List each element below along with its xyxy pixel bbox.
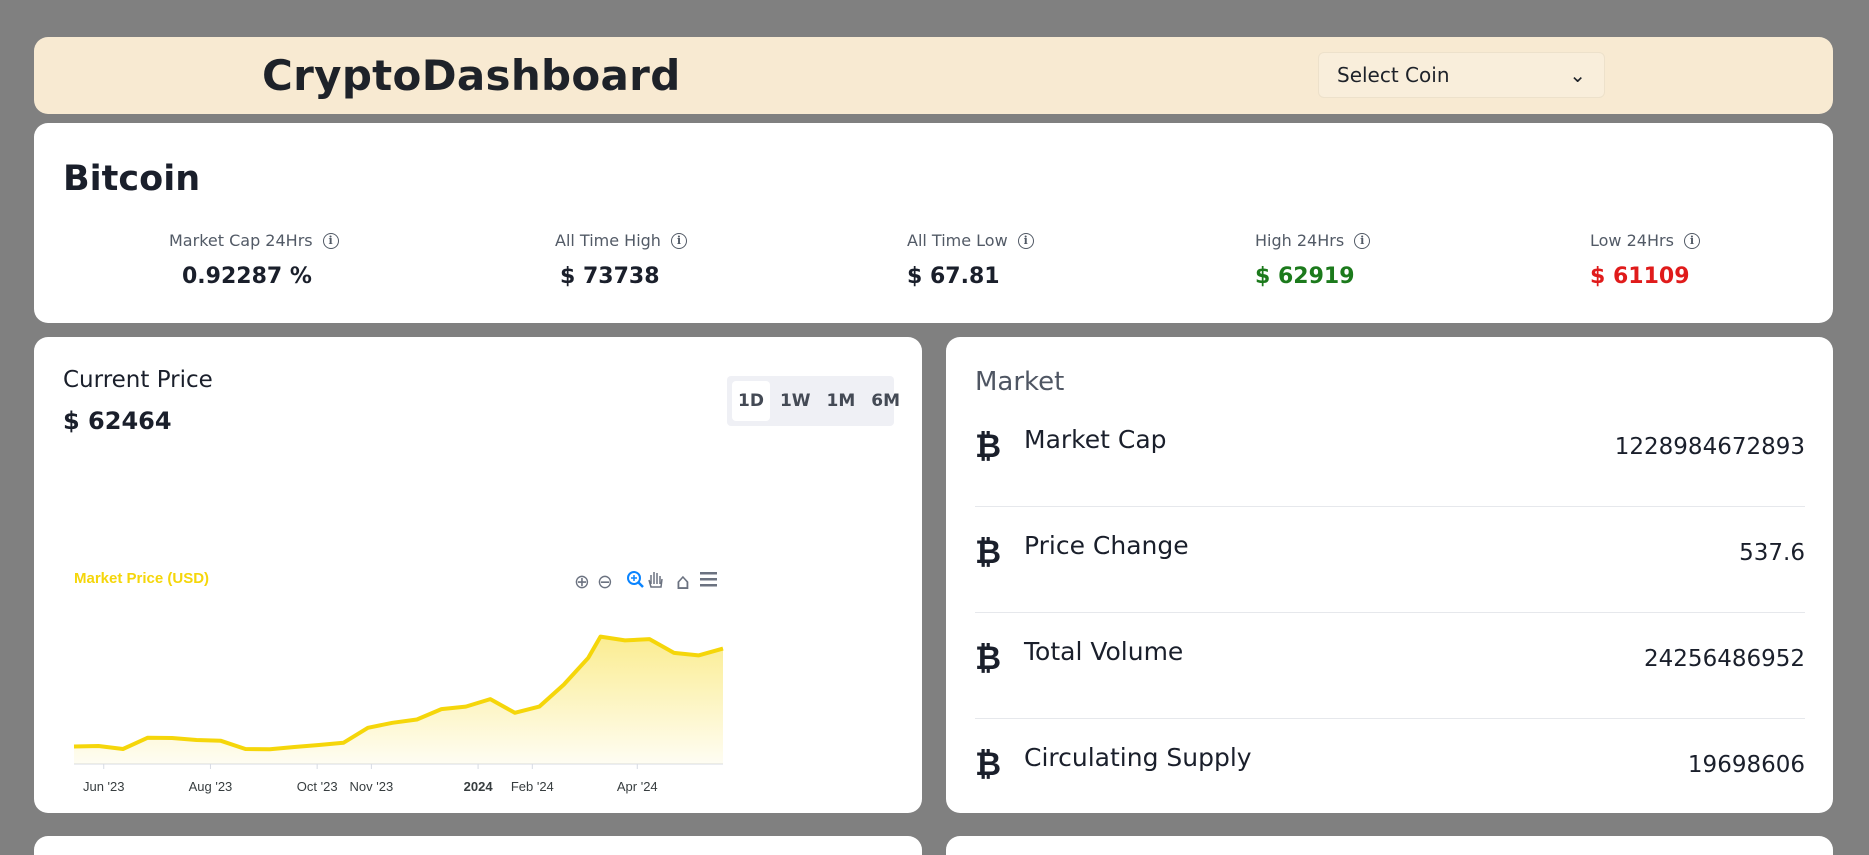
stat-label: Market Cap 24Hrs [169,231,313,250]
stat-low-24h: Low 24Hrs i $ 61109 [1590,231,1700,289]
stat-all-time-low: All Time Low i $ 67.81 [907,231,1034,289]
market-row-total-volume: ₿ Total Volume 24256486952 [975,613,1805,719]
x-tick-label: 2024 [464,779,494,794]
home-icon[interactable]: ⌂ [676,570,690,595]
stat-value: $ 67.81 [907,264,1000,289]
market-row-market-cap: ₿ Market Cap 1228984672893 [975,401,1805,507]
market-card: Market ₿ Market Cap 1228984672893 ₿ Pric… [946,337,1833,813]
info-icon[interactable]: i [322,232,339,249]
range-1m-button[interactable]: 1M [826,391,856,411]
market-row-price-change: ₿ Price Change 537.6 [975,507,1805,613]
price-chart-card: Current Price $ 62464 1D 1W 1M 6M Market… [34,337,922,813]
chart-toolbar: ⊕ ⊖ ⌂ [574,570,717,595]
time-range-selector: 1D 1W 1M 6M [727,376,900,426]
chart-title: Market Price (USD) [74,570,209,587]
stat-value: $ 73738 [560,264,660,289]
range-1d-button[interactable]: 1D [732,381,770,421]
brand-title[interactable]: CryptoDashboard [262,51,681,100]
header-bar: CryptoDashboard Select Coin ⌄ [34,37,1833,114]
market-row-circulating-supply: ₿ Circulating Supply 19698606 [975,719,1805,825]
selection-zoom-icon[interactable] [627,571,644,588]
stat-label: All Time Low [907,231,1008,250]
stat-label: Low 24Hrs [1590,231,1674,250]
stat-value: $ 62919 [1255,264,1355,289]
x-tick-label: Apr '24 [617,779,658,794]
info-icon[interactable]: i [670,232,687,249]
info-icon[interactable]: i [1683,232,1700,249]
lower-card-left [34,836,922,855]
info-icon[interactable]: i [1017,232,1034,249]
bitcoin-icon: ₿ [975,533,1002,571]
info-icon[interactable]: i [1354,232,1371,249]
stat-high-24h: High 24Hrs i $ 62919 [1255,231,1371,289]
market-row-value: 24256486952 [1644,646,1805,672]
price-area-fill [74,636,723,764]
market-row-label: Price Change [1024,531,1189,560]
coin-select-dropdown[interactable]: Select Coin ⌄ [1318,52,1605,98]
coin-name: Bitcoin [63,159,201,199]
stat-market-cap-24h: Market Cap 24Hrs i 0.92287 % [169,231,339,289]
coin-select-label: Select Coin [1337,63,1450,87]
stat-value: 0.92287 % [182,264,312,289]
stat-all-time-high: All Time High i $ 73738 [555,231,687,289]
market-row-value: 1228984672893 [1614,434,1805,460]
market-row-label: Market Cap [1024,425,1167,454]
bitcoin-icon: ₿ [975,745,1002,783]
chevron-down-icon: ⌄ [1569,63,1586,87]
zoom-out-icon[interactable]: ⊖ [597,571,613,593]
price-series-line [73,634,724,752]
row-divider [975,506,1805,507]
range-1w-button[interactable]: 1W [779,391,811,411]
chart-plot-area [73,634,724,764]
range-6m-button[interactable]: 6M [871,391,901,411]
zoom-in-icon[interactable]: ⊕ [574,571,590,593]
pan-hand-icon[interactable] [648,572,663,588]
stat-label: All Time High [555,231,661,250]
market-row-value: 19698606 [1687,752,1805,778]
lower-card-right [946,836,1833,855]
row-divider [975,718,1805,719]
x-axis-ticks: Jun '23 Aug '23 Oct '23 Nov '23 2024 Feb '24 A… [83,764,658,794]
x-tick-label: Feb '24 [511,779,554,794]
row-divider [975,612,1805,613]
current-price-label: Current Price [63,367,213,393]
current-price-value: $ 62464 [63,407,172,435]
market-row-label: Total Volume [1024,637,1184,666]
price-chart[interactable]: Market Price (USD) ⊕ ⊖ ⌂ Jun '23 Aug '23 O… [34,437,922,813]
stat-label: High 24Hrs [1255,231,1345,250]
market-row-label: Circulating Supply [1024,743,1252,772]
x-tick-label: Aug '23 [189,779,233,794]
coin-overview-card: Bitcoin Market Cap 24Hrs i 0.92287 % All … [34,123,1833,323]
bitcoin-icon: ₿ [975,639,1002,677]
menu-icon[interactable] [700,572,717,587]
x-tick-label: Nov '23 [350,779,394,794]
x-tick-label: Jun '23 [83,779,125,794]
x-tick-label: Oct '23 [297,779,338,794]
stat-value: $ 61109 [1590,264,1690,289]
market-title: Market [975,367,1065,397]
bitcoin-icon: ₿ [975,427,1002,465]
market-row-value: 537.6 [1739,540,1805,566]
